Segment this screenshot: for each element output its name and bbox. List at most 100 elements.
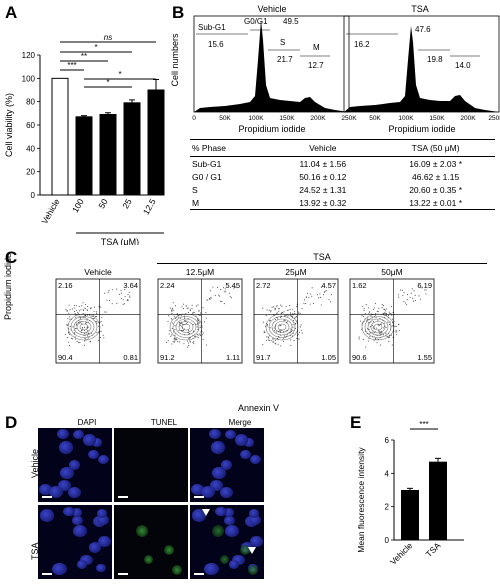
c-event-dot bbox=[281, 305, 283, 307]
e-bar-tsa bbox=[429, 461, 447, 540]
c-event-dot bbox=[120, 289, 122, 291]
c-event-dot bbox=[421, 287, 423, 289]
c-event-dot bbox=[266, 323, 269, 326]
c-quad-lr: 1.11 bbox=[226, 353, 240, 362]
table-cell: 13.92 ± 0.32 bbox=[269, 196, 377, 210]
c-event-dot bbox=[300, 326, 302, 328]
c-event-dot bbox=[297, 333, 299, 335]
c-event-dot bbox=[100, 306, 102, 308]
c-event-dot bbox=[205, 344, 207, 346]
nucleus bbox=[224, 516, 235, 525]
c-event-dot bbox=[280, 324, 282, 326]
c-event-dot bbox=[171, 334, 173, 336]
nucleus bbox=[60, 467, 74, 479]
c-event-dot bbox=[269, 327, 271, 329]
scale-bar bbox=[118, 496, 128, 498]
c-event-dot bbox=[276, 306, 278, 308]
nucleus bbox=[63, 506, 75, 517]
tsa-m-value: 14.0 bbox=[455, 61, 471, 70]
c-event-dot bbox=[218, 295, 221, 297]
c-plot-title: 50μM bbox=[381, 267, 402, 277]
a-ytick-label: 60 bbox=[26, 121, 35, 130]
c-event-dot bbox=[275, 318, 277, 320]
c-event-dot bbox=[323, 294, 325, 296]
table-header: % Phase bbox=[190, 139, 270, 157]
c-event-dot bbox=[82, 316, 84, 318]
c-event-dot bbox=[328, 299, 330, 301]
a-bar-12.5 bbox=[147, 89, 165, 196]
c-event-dot bbox=[78, 321, 80, 323]
micro-vehicle-dapi bbox=[38, 428, 112, 502]
nucleus bbox=[88, 542, 102, 554]
c-event-dot bbox=[266, 339, 268, 341]
c-event-dot bbox=[79, 320, 81, 322]
c-event-dot bbox=[295, 315, 297, 317]
c-event-dot bbox=[289, 331, 292, 333]
c-contour bbox=[172, 316, 200, 338]
c-event-dot bbox=[280, 345, 282, 347]
panel-b-histograms: Cell numbers Vehicle Sub-G1 15.6 G0/G1 4… bbox=[170, 4, 500, 134]
c-event-dot bbox=[359, 320, 362, 322]
c-event-dot bbox=[298, 331, 300, 333]
c-event-dot bbox=[174, 325, 176, 327]
nucleus bbox=[209, 480, 223, 491]
c-event-dot bbox=[272, 341, 274, 343]
c-event-dot bbox=[220, 289, 222, 291]
c-event-dot bbox=[391, 314, 393, 316]
table-cell: 20.60 ± 0.35 * bbox=[409, 184, 463, 195]
c-event-dot bbox=[75, 305, 77, 307]
c-event-dot bbox=[374, 337, 376, 340]
c-event-dot bbox=[266, 336, 268, 338]
c-event-dot bbox=[65, 309, 67, 311]
micro-tsa-tunel bbox=[114, 505, 188, 579]
c-event-dot bbox=[86, 314, 88, 316]
c-event-dot bbox=[363, 309, 365, 312]
c-event-dot bbox=[372, 308, 374, 311]
micro-tsa-dapi bbox=[38, 505, 112, 579]
a-xtick-label: 25 bbox=[120, 197, 134, 210]
c-event-dot bbox=[283, 319, 285, 321]
c-event-dot bbox=[95, 315, 98, 318]
c-event-dot bbox=[182, 307, 185, 310]
c-event-dot bbox=[95, 320, 97, 322]
nucleus bbox=[57, 480, 71, 491]
c-event-dot bbox=[391, 344, 393, 346]
c-event-dot bbox=[383, 308, 385, 310]
c-event-dot bbox=[396, 331, 398, 333]
c-event-dot bbox=[177, 341, 179, 343]
c-event-dot bbox=[72, 326, 74, 328]
hist-xtick: 250K bbox=[488, 115, 500, 122]
c-event-dot bbox=[199, 334, 201, 336]
c-event-dot bbox=[66, 310, 68, 312]
c-event-dot bbox=[168, 333, 170, 335]
c-event-dot bbox=[268, 309, 270, 311]
c-event-dot bbox=[169, 307, 171, 309]
c-event-dot bbox=[266, 325, 268, 327]
c-event-dot bbox=[286, 334, 288, 336]
c-event-dot bbox=[292, 320, 295, 322]
c-event-dot bbox=[284, 315, 286, 317]
tsa-sub-value: 16.2 bbox=[354, 40, 370, 49]
tunel-signal bbox=[212, 525, 224, 537]
c-event-dot bbox=[78, 310, 80, 312]
c-event-dot bbox=[370, 315, 372, 317]
c-event-dot bbox=[269, 319, 271, 321]
c-event-dot bbox=[266, 309, 268, 311]
c-event-dot bbox=[69, 309, 71, 311]
c-event-dot bbox=[425, 293, 427, 295]
c-event-dot bbox=[274, 308, 276, 310]
c-event-dot bbox=[385, 313, 388, 315]
c-event-dot bbox=[270, 339, 272, 341]
c-event-dot bbox=[377, 338, 379, 340]
e-sig-label: *** bbox=[419, 420, 428, 429]
c-event-dot bbox=[182, 329, 184, 332]
c-event-dot bbox=[173, 341, 175, 343]
c-event-dot bbox=[87, 332, 90, 334]
vehicle-sub-value: 15.6 bbox=[208, 40, 224, 49]
c-quad-ur: 3.64 bbox=[123, 281, 138, 290]
c-contour bbox=[274, 321, 290, 333]
c-event-dot bbox=[387, 337, 390, 339]
c-event-dot bbox=[375, 317, 377, 319]
scale-bar bbox=[42, 573, 52, 575]
c-event-dot bbox=[187, 311, 189, 314]
